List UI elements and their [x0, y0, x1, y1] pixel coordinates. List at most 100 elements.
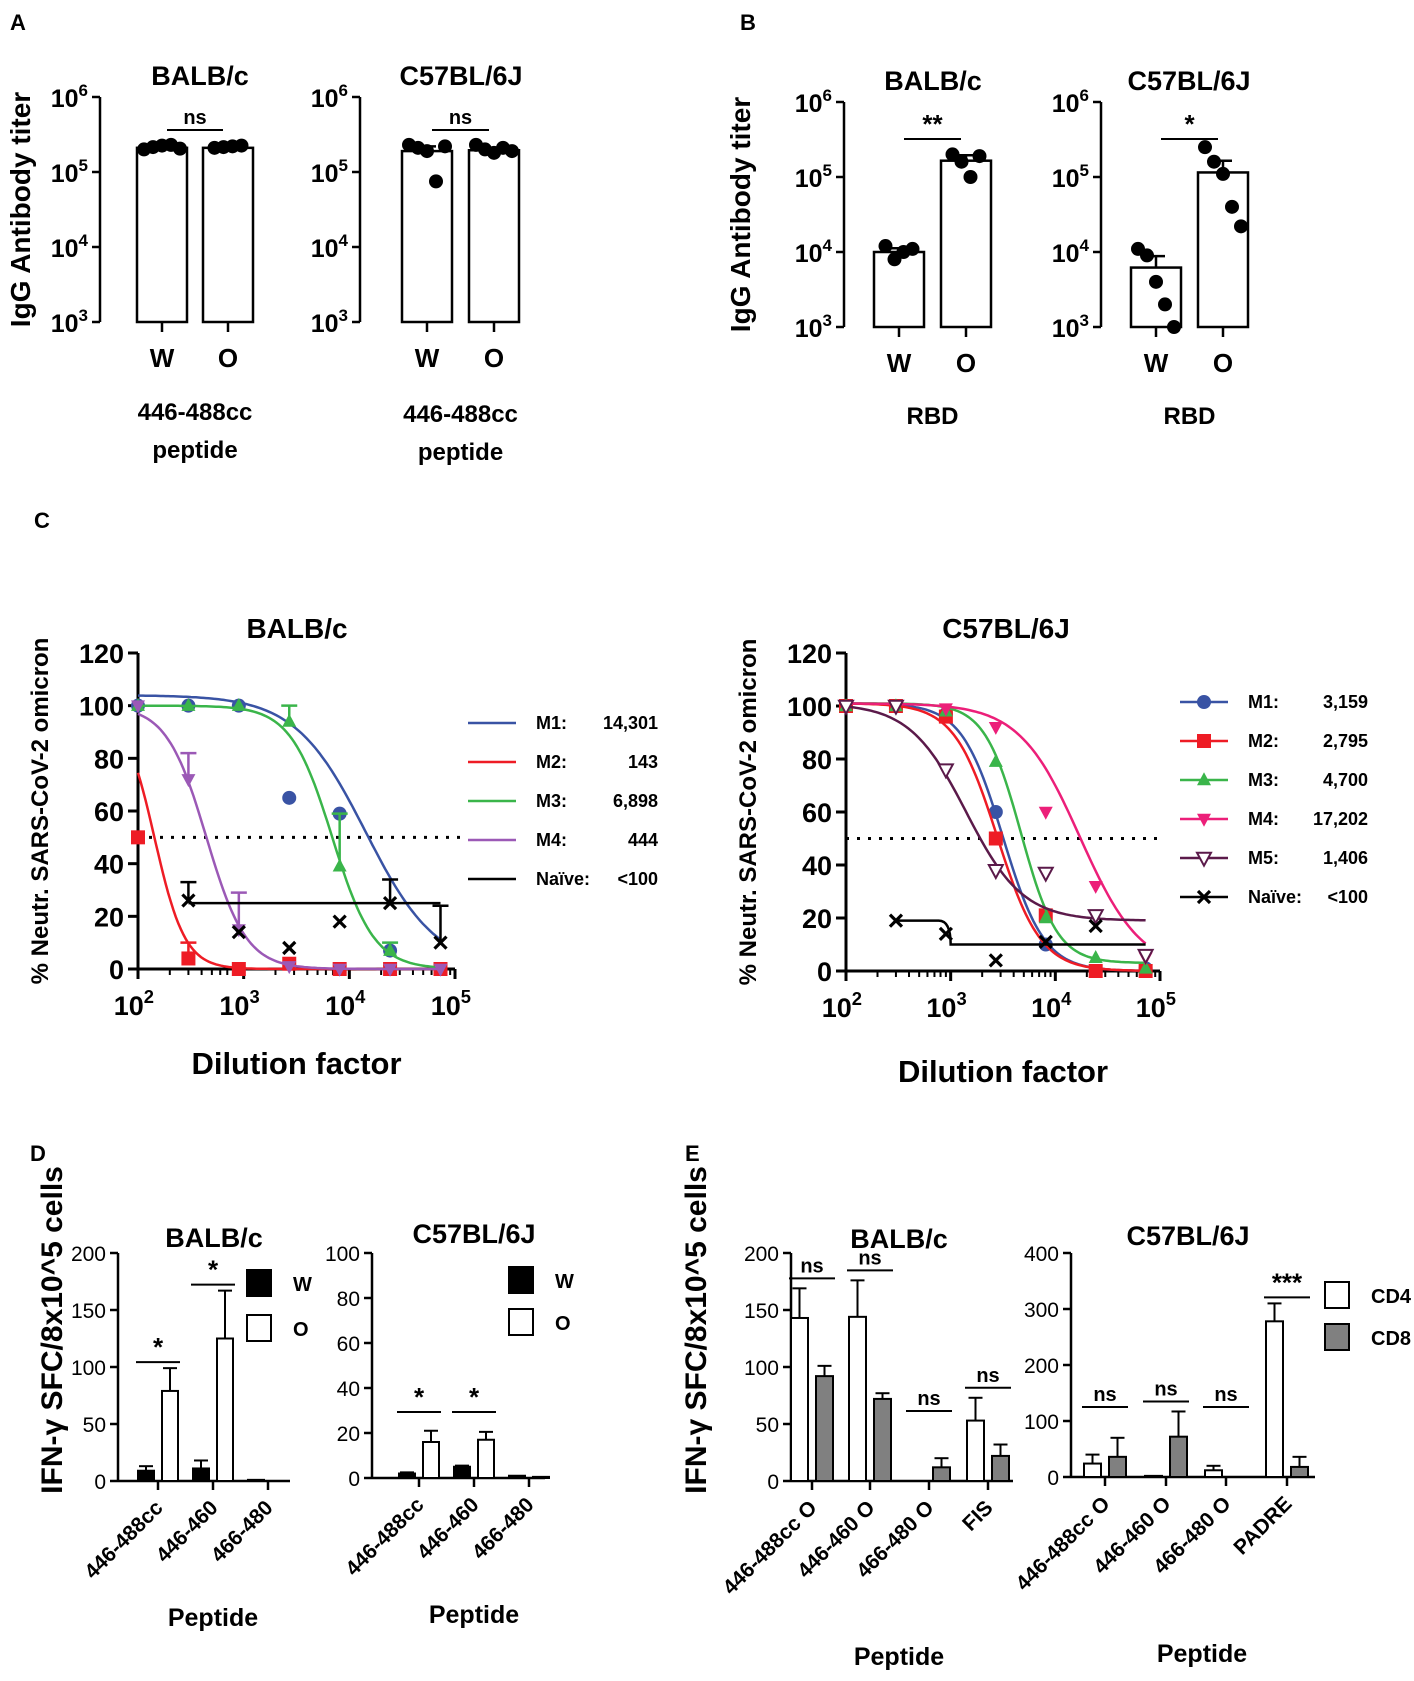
data-point: [282, 790, 297, 805]
x-tick-label: 446-488cc O: [719, 1496, 822, 1599]
y-tick-label: 103: [1052, 311, 1089, 343]
y-tick-label: 105: [795, 161, 832, 193]
chart-title: C57BL/6J: [942, 613, 1070, 644]
series-m1: M1: 14,301: [131, 694, 658, 958]
y-tick-label: 150: [744, 1300, 779, 1323]
x-tick-label: 446-488cc: [80, 1496, 168, 1584]
y-tick-label: 200: [1024, 1355, 1059, 1378]
data-point: [938, 926, 954, 942]
y-tick-label: 80: [94, 744, 124, 774]
y-tick-label: 40: [802, 851, 832, 881]
data-point: [988, 805, 1003, 819]
legend-name: O: [555, 1313, 571, 1335]
x-tick-label: 105: [1136, 988, 1176, 1023]
chart-title: C57BL/6J: [412, 1219, 535, 1249]
x-axis-label: Peptide: [854, 1643, 944, 1671]
y-tick-label: 80: [802, 745, 832, 775]
chart-title: BALB/c: [850, 1224, 948, 1254]
x-axis-label: RBD: [907, 403, 959, 430]
y-tick-label: 60: [94, 797, 124, 827]
data-point: [420, 144, 434, 159]
data-point: [1167, 320, 1181, 334]
chart-title: BALB/c: [246, 613, 347, 644]
data-point: [1207, 154, 1221, 169]
bar-cd4: [1265, 1320, 1284, 1478]
data-point: [1234, 219, 1248, 234]
data-point: [1136, 948, 1155, 965]
significance-label: ***: [1272, 1267, 1303, 1297]
legend-value: 14,301: [603, 713, 658, 733]
legend-swatch: [1324, 1281, 1350, 1309]
y-tick-label: 200: [71, 1243, 106, 1266]
significance-label: *: [469, 1382, 480, 1412]
x-tick-label: 104: [1031, 988, 1072, 1023]
y-tick-label: 120: [787, 639, 832, 669]
x-tick-label: O: [484, 343, 504, 373]
data-point: [231, 925, 246, 940]
chart-title: C57BL/6J: [1127, 66, 1250, 96]
legend-value: 2,795: [1323, 731, 1368, 751]
legend-name: M1:: [536, 713, 567, 733]
y-tick-label: 50: [756, 1414, 779, 1437]
y-tick-label: 40: [337, 1378, 360, 1401]
y-tick-label: 103: [51, 306, 88, 338]
fit-curve: [846, 702, 1147, 945]
x-tick-label: O: [956, 348, 976, 378]
y-tick-label: 0: [348, 1468, 360, 1491]
data-point: [1088, 950, 1103, 963]
y-axis-label: IFN-γ SFC/8x10^5 cells: [680, 1166, 713, 1494]
bar-w: [137, 1469, 155, 1482]
x-axis-label: 446-488cc: [403, 401, 518, 428]
panel-c1: BALB/c % Neutr. SARS-CoV-2 omicron Dilutio…: [27, 613, 658, 1081]
panel-b1: BALB/c IgG Antibody titer 103 104 105 106 W O RB…: [725, 66, 993, 430]
x-tick-label: O: [1213, 348, 1233, 378]
data-point: [1225, 199, 1239, 214]
y-tick-label: 0: [1047, 1467, 1059, 1490]
legend-marker: [1197, 772, 1211, 786]
data-point: [1038, 934, 1053, 949]
y-tick-label: 200: [744, 1243, 779, 1266]
bar: [467, 148, 521, 324]
significance-label: ns: [183, 107, 206, 129]
data-point: [1216, 166, 1230, 181]
legend-swatch: [1324, 1323, 1350, 1351]
data-point: [988, 953, 1003, 968]
x-tick-label: W: [1144, 348, 1169, 378]
x-tick-label: 466-480: [468, 1493, 539, 1564]
data-point: [131, 830, 145, 845]
data-point: [173, 141, 187, 156]
data-point: [181, 893, 196, 908]
data-point: [181, 697, 196, 711]
y-tick-label: 103: [311, 306, 348, 338]
data-point: [987, 864, 1005, 881]
y-tick-label: 0: [109, 955, 124, 985]
significance-label: ns: [1154, 1378, 1177, 1400]
legend-value: <100: [617, 869, 658, 889]
series-m2: M2: 2,795: [839, 699, 1368, 978]
legend-name: M2:: [536, 752, 567, 772]
y-tick-label: 100: [79, 692, 124, 722]
legend-name: Naïve:: [1248, 887, 1302, 907]
series-m1: M1: 3,159: [839, 692, 1368, 978]
data-point: [383, 942, 398, 956]
x-tick-label: W: [150, 343, 175, 373]
significance-label: ns: [976, 1365, 999, 1387]
y-axis-label: % Neutr. SARS-CoV-2 omicron: [27, 638, 54, 985]
legend-name: M3:: [1248, 770, 1279, 790]
significance-label: *: [208, 1255, 219, 1285]
legend-value: 4,700: [1323, 770, 1368, 790]
bar-cd8: [991, 1454, 1010, 1483]
y-tick-label: 100: [1024, 1411, 1059, 1434]
bar-cd8: [1108, 1455, 1127, 1478]
data-point: [954, 154, 969, 169]
legend-name: W: [555, 1271, 574, 1293]
significance-label: *: [153, 1332, 164, 1362]
bar-cd4: [1144, 1474, 1163, 1479]
chart-title: C57BL/6J: [1126, 1221, 1249, 1251]
data-point: [382, 896, 398, 911]
bar-o: [477, 1438, 495, 1479]
data-point: [1088, 918, 1103, 934]
x-axis-label: peptide: [152, 437, 237, 464]
y-tick-label: 120: [79, 639, 124, 669]
